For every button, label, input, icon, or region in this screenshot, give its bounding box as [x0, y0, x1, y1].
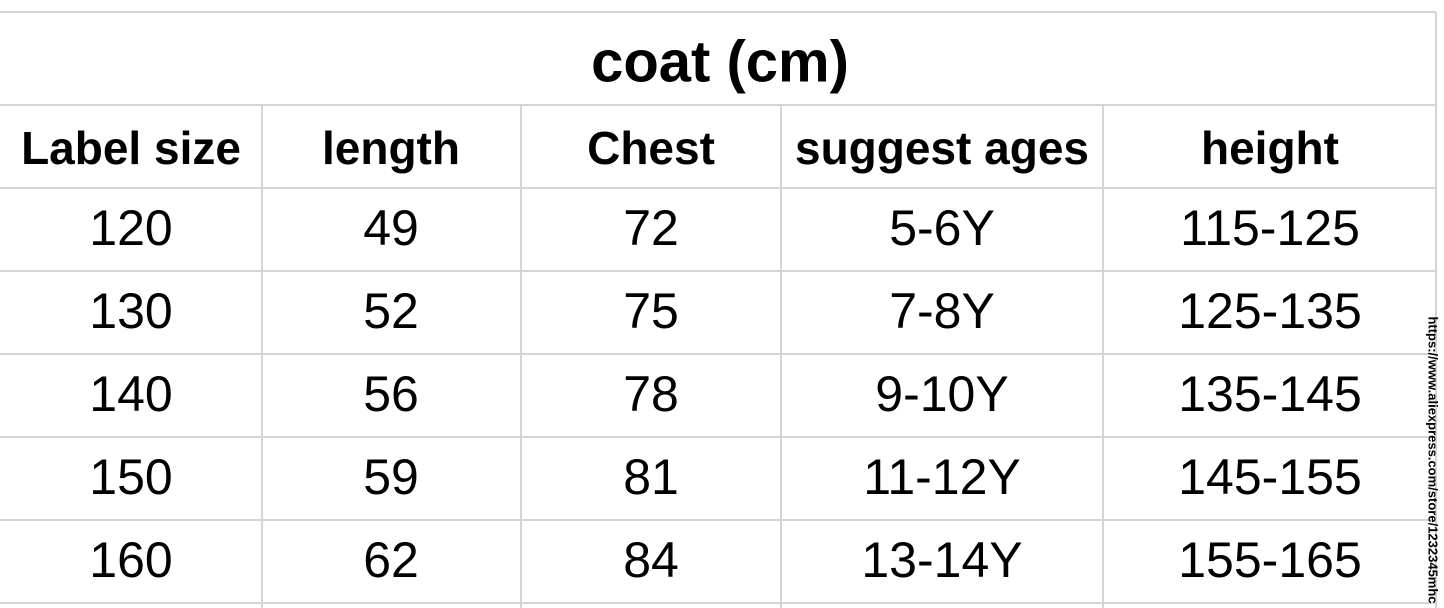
table-cell: 56 — [363, 366, 419, 422]
table-cell: 75 — [623, 283, 679, 339]
table-cell: 130 — [89, 283, 172, 339]
table-cell: 72 — [623, 200, 679, 256]
column-header: height — [1201, 122, 1339, 174]
column-header: Label size — [21, 122, 241, 174]
table-cell: 84 — [623, 532, 679, 588]
column-header: suggest ages — [795, 122, 1089, 174]
table-cell: 49 — [363, 200, 419, 256]
table-cell: 145-155 — [1178, 449, 1362, 505]
table-cell: 135-145 — [1178, 366, 1362, 422]
grid — [0, 11, 1437, 608]
table-cell: 59 — [363, 449, 419, 505]
watermark: https://www.aliexpress.com/store/1232345… — [1426, 316, 1441, 603]
table-title: coat (cm) — [591, 29, 849, 94]
table-cell: 78 — [623, 366, 679, 422]
column-header: length — [322, 122, 460, 174]
table-cell: 160 — [89, 532, 172, 588]
column-header: Chest — [587, 122, 715, 174]
table-cell: 125-135 — [1178, 283, 1362, 339]
table-cell: 13-14Y — [861, 532, 1022, 588]
table-cell: 7-8Y — [889, 283, 995, 339]
table-cell: 150 — [89, 449, 172, 505]
table-cell: 52 — [363, 283, 419, 339]
table-cell: 62 — [363, 532, 419, 588]
table-cell: 9-10Y — [875, 366, 1008, 422]
table-cell: 120 — [89, 200, 172, 256]
table-cell: 81 — [623, 449, 679, 505]
table-cell: 140 — [89, 366, 172, 422]
table-cell: 115-125 — [1180, 200, 1360, 256]
table-cell: 11-12Y — [863, 449, 1021, 505]
table-cell: 5-6Y — [889, 200, 995, 256]
table-cell: 155-165 — [1178, 532, 1362, 588]
